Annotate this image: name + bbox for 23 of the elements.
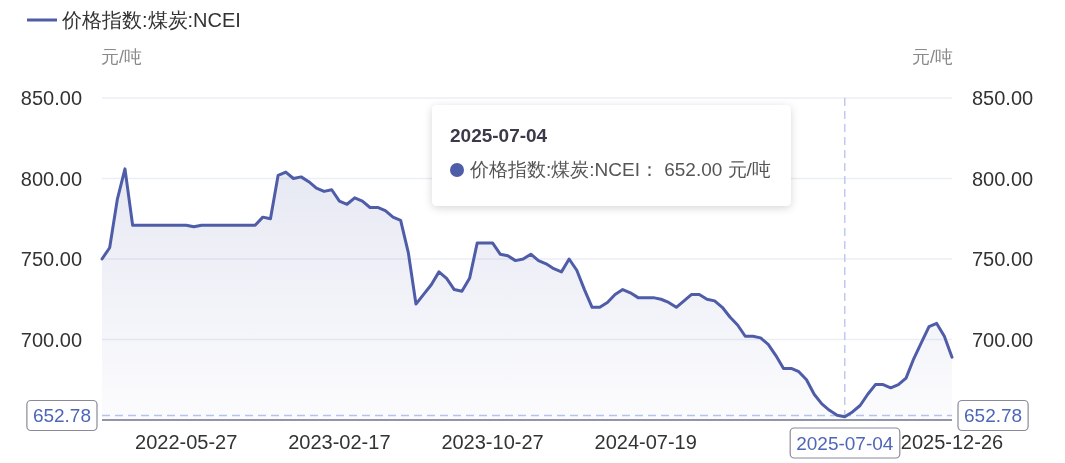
- y2-tick-label: 800.00: [972, 167, 1034, 190]
- x-tick-label: 2023-10-27: [441, 431, 544, 453]
- y-tick-label: 800.00: [20, 167, 82, 190]
- x-tick-label: 2025-12-26: [900, 431, 1004, 453]
- ref-line-label: 652.78: [32, 405, 91, 427]
- legend-label: 价格指数:煤炭:NCEI: [61, 9, 241, 31]
- y-axis-title: 元/吨: [101, 47, 142, 67]
- x-tick-label: 2022-05-27: [135, 431, 238, 453]
- legend-item: 价格指数:煤炭:NCEI: [27, 9, 241, 31]
- y-tick-label: 850.00: [20, 87, 82, 109]
- y-tick-label: 700.00: [20, 328, 82, 351]
- x-tick-label: 2025-07-04: [796, 432, 894, 454]
- pointer-label: 2025-07-04: [789, 427, 901, 459]
- pointer-label: 652.78: [26, 399, 98, 432]
- y2-tick-label: 750.00: [972, 248, 1034, 270]
- x-tick-label: 2024-07-19: [594, 431, 697, 453]
- y2-tick-label: 700.00: [972, 328, 1034, 351]
- x-tick-label: 2023-02-17: [288, 431, 391, 453]
- y-tick-label: 750.00: [20, 248, 82, 270]
- pointer-label: 652.78: [957, 399, 1029, 432]
- y2-axis-title: 元/吨: [912, 47, 953, 67]
- y2-tick-label: 850.00: [972, 87, 1034, 109]
- annotation: 2025-07-04 价格指数:煤炭:NCEI： 652.00 元/吨: [450, 125, 771, 180]
